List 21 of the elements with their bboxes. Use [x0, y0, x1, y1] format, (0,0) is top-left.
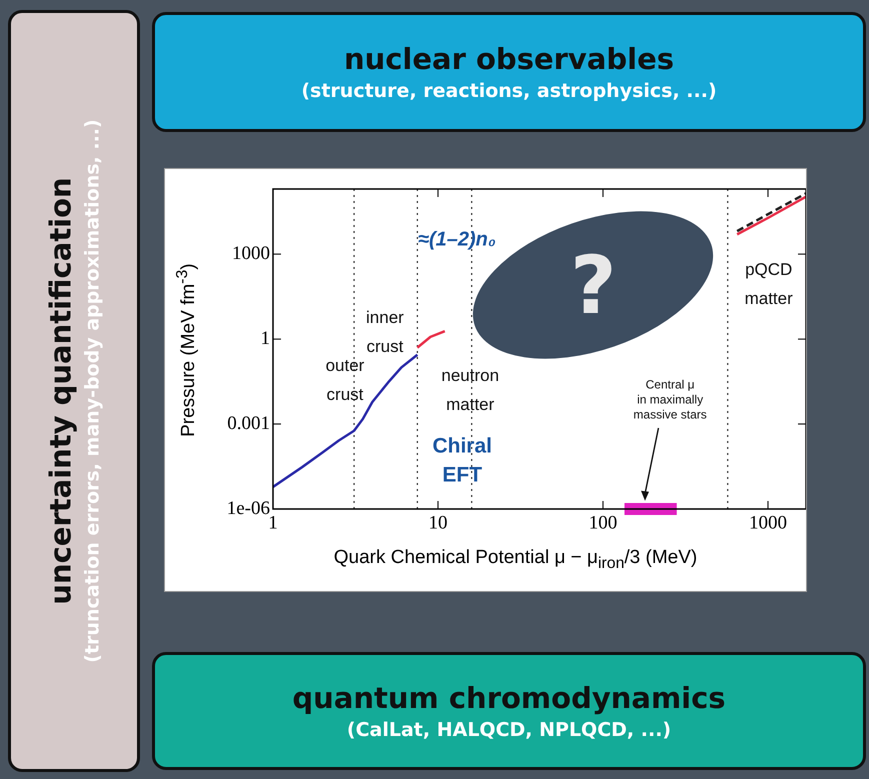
text: (structure, reactions, astrophysics, ...): [301, 80, 717, 102]
y-tick-label: 1000: [232, 243, 270, 264]
annotation: pQCD matter: [744, 260, 794, 308]
x-axis-title: Quark Chemical Potential μ − μ$_{iron}$/3 (MeV): [332, 547, 698, 573]
text: quantum chromodynamics: [292, 681, 726, 715]
text: uncertainty quantification: [44, 177, 78, 605]
annotation: ?: [570, 238, 616, 332]
text: (CalLat, HALQCD, NPLQCD, ...): [346, 719, 672, 741]
annotation: outer crust: [326, 356, 365, 404]
annotation: ≈(1–2)n₀: [418, 228, 496, 251]
x-tick-label: 10: [428, 512, 448, 534]
y-tick-label: 1e-06: [226, 498, 270, 519]
annotation: Central μ in maximally massive stars: [633, 378, 707, 422]
annotation: Chiral EFT: [432, 434, 492, 486]
y-tick-label: 0.001: [227, 413, 270, 434]
text: nuclear observables: [344, 42, 674, 76]
x-tick-label: 100: [588, 512, 618, 534]
annotation: inner crust: [366, 308, 404, 356]
annotation: neutron matter: [441, 366, 500, 414]
y-tick-label: 1: [260, 328, 270, 350]
x-tick-label: 1000: [748, 512, 787, 534]
